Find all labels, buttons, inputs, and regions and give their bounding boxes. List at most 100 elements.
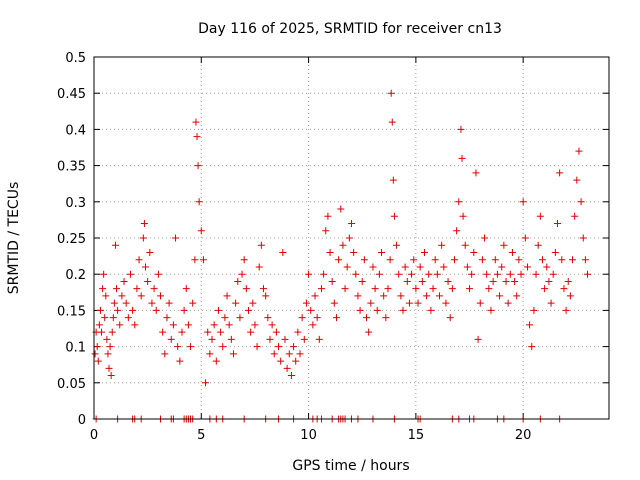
data-point — [225, 321, 233, 329]
x-tick-label: 10 — [300, 428, 317, 443]
data-point — [440, 263, 448, 271]
data-point — [262, 292, 270, 300]
data-point — [476, 299, 484, 307]
data-point — [91, 350, 99, 358]
data-point — [283, 364, 291, 372]
data-point — [478, 256, 486, 264]
data-point — [378, 248, 386, 256]
data-point — [109, 314, 117, 322]
data-point — [337, 205, 345, 213]
data-point — [120, 277, 128, 285]
data-point — [240, 256, 248, 264]
data-point — [104, 350, 112, 358]
data-point — [538, 256, 546, 264]
data-point — [232, 299, 240, 307]
data-point — [373, 306, 381, 314]
data-point — [498, 263, 506, 271]
data-point — [461, 241, 469, 249]
data-point — [118, 292, 126, 300]
data-point — [448, 285, 456, 293]
data-point — [146, 248, 154, 256]
data-point — [532, 270, 540, 278]
data-point — [416, 263, 424, 271]
data-point — [255, 263, 263, 271]
data-point — [165, 299, 173, 307]
data-point — [363, 314, 371, 322]
data-point — [433, 270, 441, 278]
data-point — [150, 285, 158, 293]
y-tick-label: 0.4 — [65, 123, 86, 138]
y-tick-label: 0 — [78, 413, 86, 428]
data-point — [227, 335, 235, 343]
data-point — [335, 256, 343, 264]
y-tick-label: 0.3 — [65, 196, 86, 211]
data-point — [360, 256, 368, 264]
data-point — [365, 328, 373, 336]
data-point — [210, 321, 218, 329]
data-point — [148, 299, 156, 307]
data-point — [519, 198, 527, 206]
data-point — [466, 285, 474, 293]
data-point — [418, 277, 426, 285]
data-point — [451, 256, 458, 264]
data-point — [523, 263, 531, 271]
x-tick-label: 15 — [408, 428, 425, 443]
data-point — [528, 343, 536, 351]
y-tick-label: 0.1 — [65, 341, 86, 356]
chart-title: Day 116 of 2025, SRMTID for receiver cn1… — [198, 21, 502, 37]
data-point — [245, 306, 252, 314]
y-tick-label: 0.25 — [57, 232, 86, 247]
data-point — [382, 314, 390, 322]
data-point — [569, 256, 577, 264]
data-point — [380, 292, 388, 300]
data-point — [326, 248, 334, 256]
data-point — [290, 343, 298, 351]
data-point — [504, 299, 512, 307]
x-tick-label: 5 — [197, 428, 205, 443]
data-point — [384, 285, 392, 293]
data-point — [221, 314, 229, 322]
data-point — [345, 234, 353, 242]
data-point — [577, 198, 585, 206]
data-point — [266, 335, 274, 343]
data-point — [350, 248, 358, 256]
data-point — [98, 328, 106, 336]
data-point — [562, 306, 570, 314]
data-points — [91, 89, 592, 423]
data-point — [206, 350, 214, 358]
data-point — [554, 220, 561, 228]
axis-ticks: 0 0.05 0.1 0.15 0.2 0.25 0.3 0.35 0.4 0.45 0.5 0 5 10… — [57, 51, 609, 443]
y-axis-label: SRMTID / TECUs — [6, 182, 22, 295]
data-point — [371, 285, 379, 293]
data-point — [140, 220, 148, 228]
data-point — [287, 372, 295, 380]
data-point — [549, 270, 557, 278]
data-point — [270, 350, 278, 358]
data-point — [268, 321, 276, 329]
data-point — [137, 292, 145, 300]
data-point — [375, 270, 383, 278]
data-point — [302, 299, 310, 307]
data-point — [367, 299, 375, 307]
data-point — [139, 234, 147, 242]
data-point — [234, 277, 242, 285]
data-point — [500, 241, 508, 249]
data-point — [95, 321, 103, 329]
data-point — [217, 328, 225, 336]
data-point — [184, 321, 192, 329]
data-point — [560, 285, 568, 293]
data-point — [408, 270, 416, 278]
data-point — [489, 277, 497, 285]
data-point — [129, 306, 137, 314]
data-point — [126, 270, 134, 278]
data-point — [113, 285, 121, 293]
data-point — [208, 335, 216, 343]
data-point — [423, 292, 431, 300]
data-point — [102, 292, 110, 300]
data-point — [172, 234, 180, 242]
data-point — [110, 299, 118, 307]
data-point — [427, 306, 435, 314]
data-point — [575, 147, 583, 155]
data-point — [444, 277, 452, 285]
data-point — [157, 292, 165, 300]
